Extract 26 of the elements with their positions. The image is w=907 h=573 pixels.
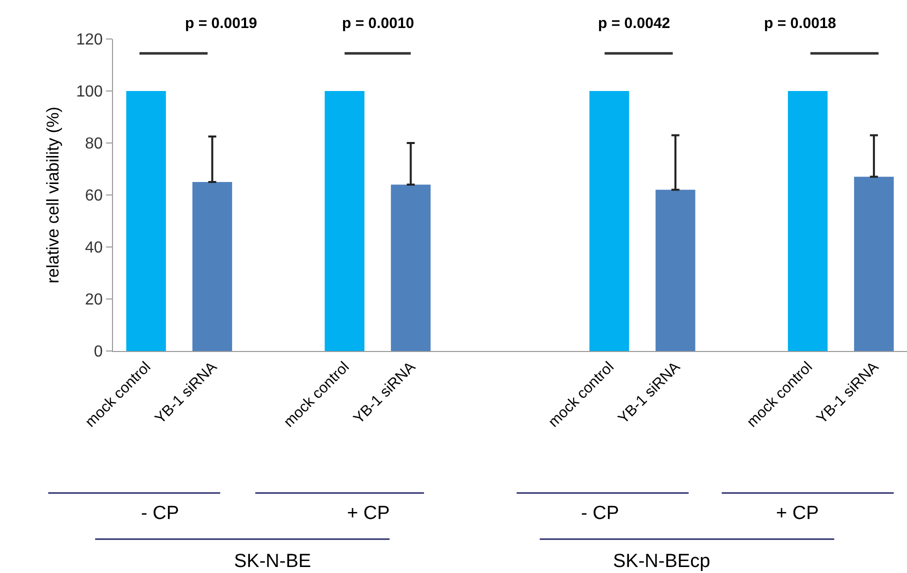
bar [126, 91, 166, 351]
text: p = 0.0019 [185, 15, 258, 32]
bar [656, 190, 696, 351]
y-axis-title: relative cell viability (%) [44, 106, 63, 284]
text: SK-N-BEcp [613, 551, 710, 572]
bar [788, 91, 828, 351]
y-tick-label: 0 [94, 344, 103, 361]
bar [854, 176, 894, 351]
y-tick-label: 40 [85, 240, 103, 257]
text: + CP [776, 503, 819, 524]
y-tick-label: 80 [85, 136, 103, 153]
text: p = 0.0010 [342, 15, 414, 32]
text: - CP [581, 503, 619, 524]
text: + CP [347, 503, 390, 524]
bar [390, 184, 431, 351]
bar [192, 182, 232, 351]
bar [324, 91, 364, 351]
y-tick-label: 100 [76, 84, 103, 101]
text: - CP [141, 503, 179, 524]
bar [589, 91, 630, 351]
text: p = 0.0042 [598, 15, 670, 32]
text: SK-N-BE [234, 551, 312, 572]
y-tick-label: 60 [85, 188, 103, 205]
text: p = 0.0018 [764, 15, 836, 32]
y-tick-label: 120 [76, 32, 103, 49]
y-tick-label: 20 [85, 292, 103, 309]
